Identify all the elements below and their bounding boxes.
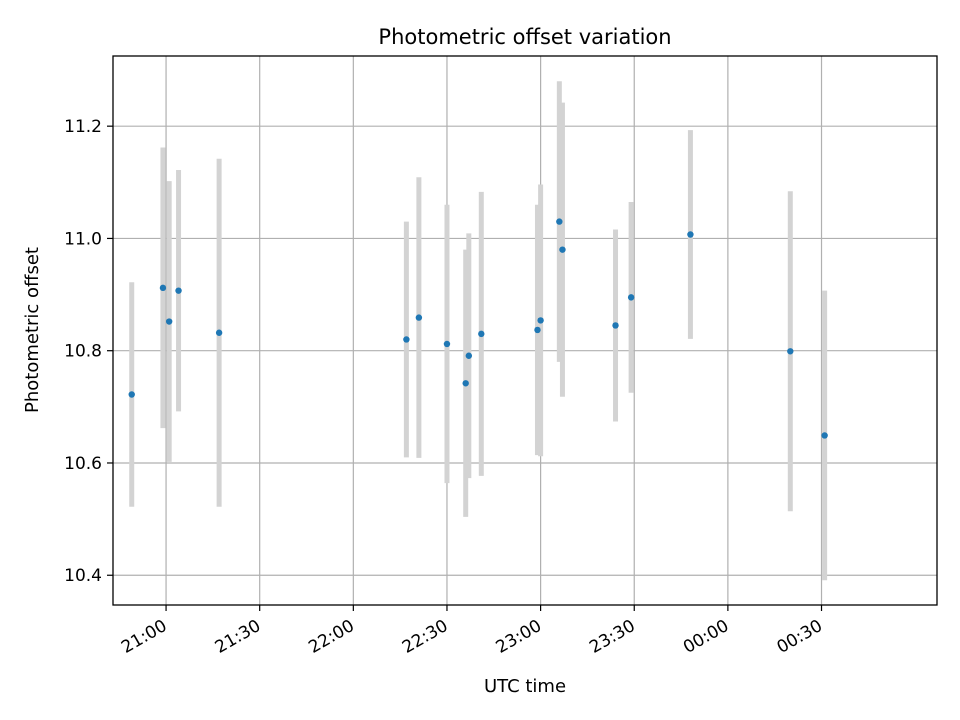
y-tick-label: 10.8: [64, 342, 102, 362]
data-point: [787, 348, 794, 355]
data-point: [443, 340, 451, 348]
data-points: [128, 218, 828, 439]
data-point: [462, 380, 469, 387]
data-point: [165, 318, 173, 325]
y-axis-ticks: 10.4 10.6 10.8 11.0 11.2: [64, 117, 113, 586]
chart-title: Photometric offset variation: [378, 25, 671, 49]
y-tick-label: 11.2: [64, 117, 102, 137]
data-point: [415, 314, 423, 321]
data-point: [821, 432, 828, 439]
data-point: [175, 287, 182, 294]
data-point: [159, 284, 167, 292]
y-tick-label: 11.0: [64, 229, 102, 249]
y-axis-label: Photometric offset: [22, 247, 43, 413]
plot-frame: [112, 55, 938, 606]
data-point: [556, 218, 563, 225]
data-point: [403, 336, 410, 343]
y-tick-label: 10.6: [64, 454, 102, 474]
data-point: [215, 329, 223, 336]
data-point: [537, 317, 544, 324]
data-point: [465, 352, 473, 359]
data-point: [128, 391, 135, 398]
data-point: [627, 294, 635, 301]
data-point: [534, 326, 541, 334]
grid: [113, 56, 937, 605]
data-point: [478, 330, 485, 338]
data-point: [612, 322, 619, 329]
data-point: [687, 231, 694, 238]
x-axis-label: UTC time: [484, 676, 566, 697]
y-tick-label: 10.4: [64, 566, 102, 586]
data-point: [559, 246, 566, 253]
